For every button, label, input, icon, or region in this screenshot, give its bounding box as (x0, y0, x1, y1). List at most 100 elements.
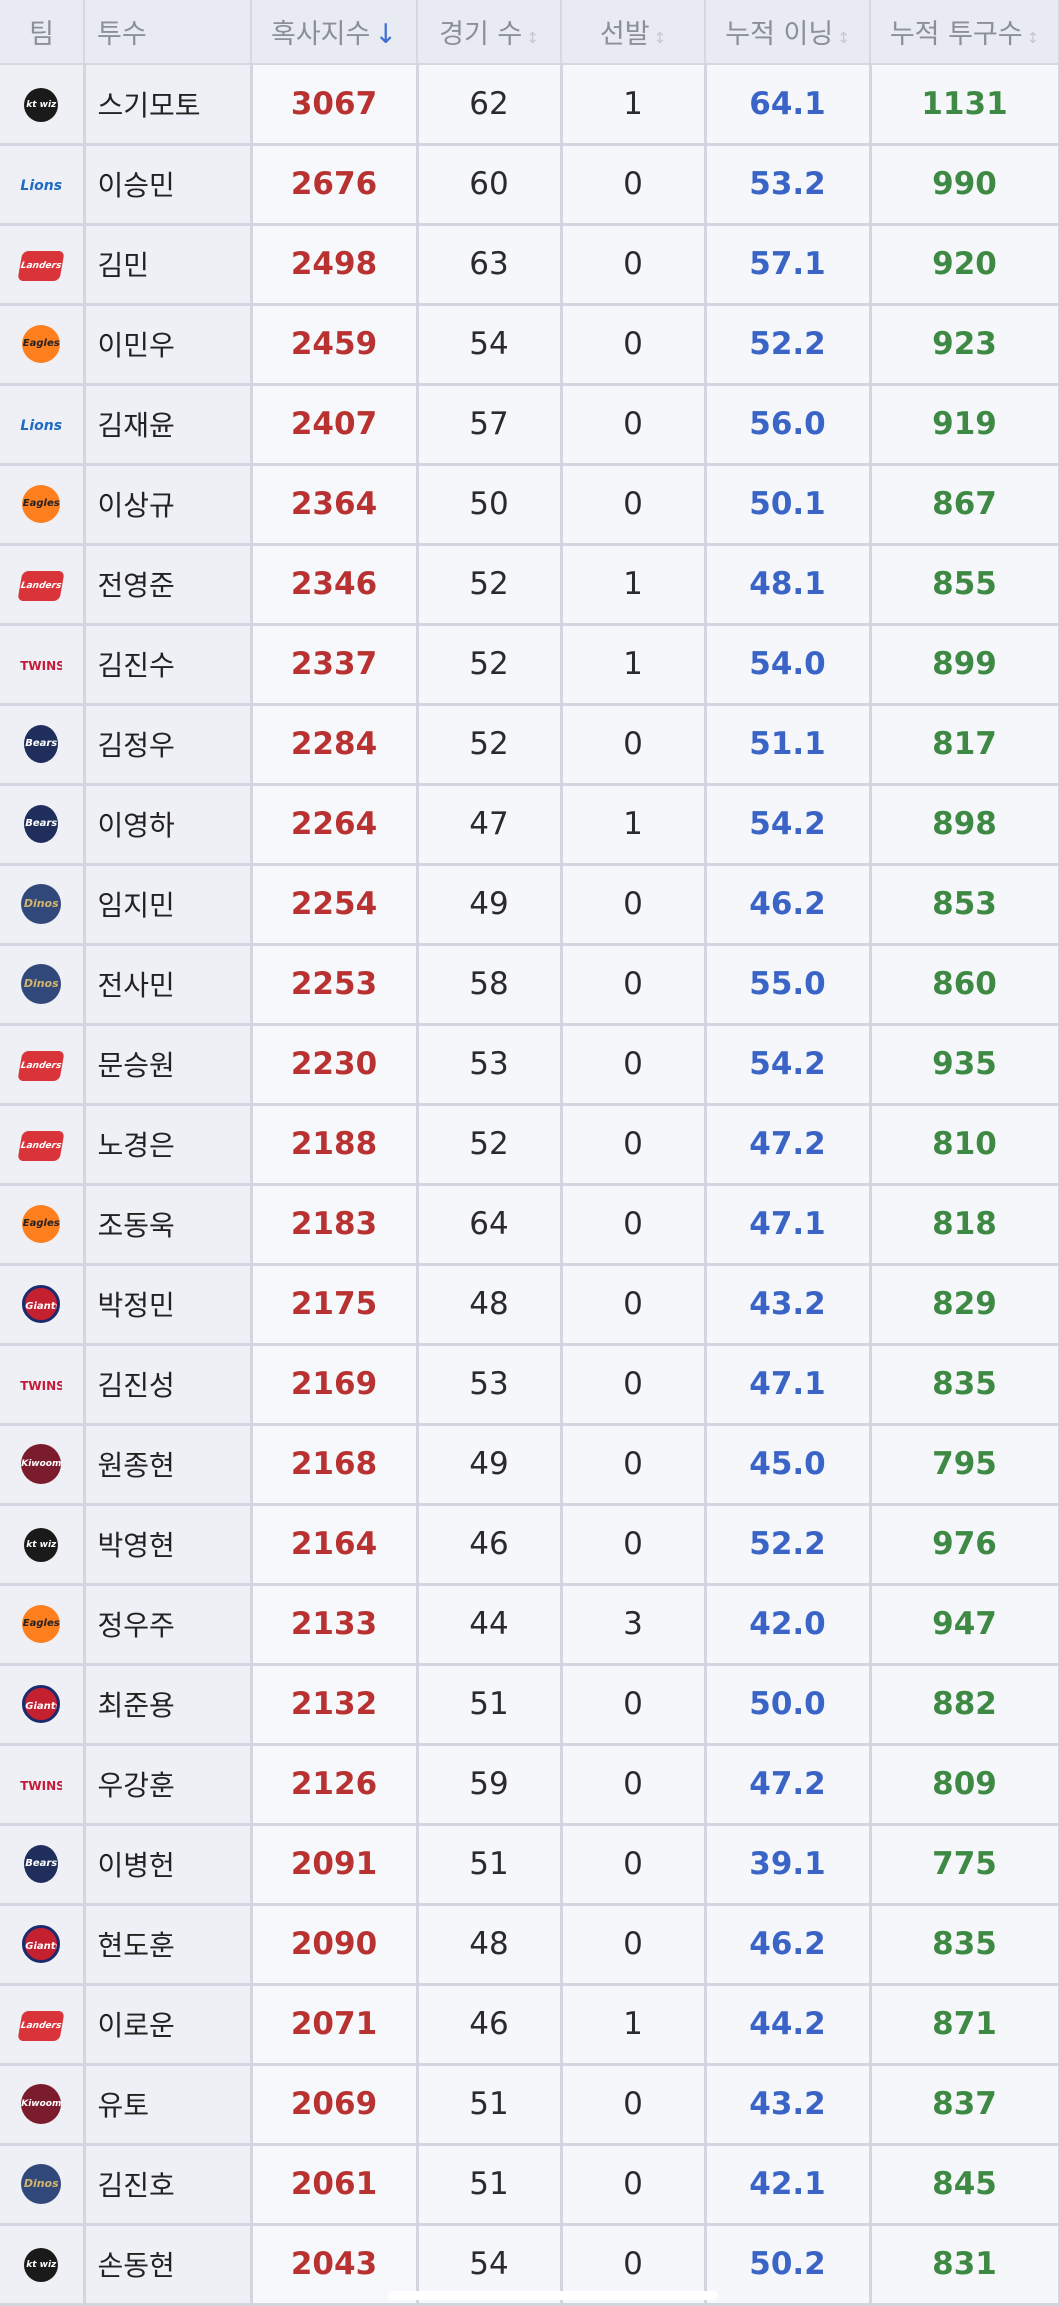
pitcher-name: 임지민 (84, 864, 253, 946)
overuse-score: 2253 (251, 944, 419, 1026)
pitcher-name: 문승원 (84, 1024, 253, 1106)
team-cell: Landers (0, 224, 86, 306)
innings-total: 46.2 (705, 1904, 872, 1986)
pitches-total: 831 (870, 2224, 1059, 2306)
header-games[interactable]: 경기 수 ↕ (417, 0, 562, 65)
table-row[interactable]: Dinos 임지민 2254 49 0 46.2 853 (0, 864, 1059, 946)
games-count: 63 (417, 224, 563, 306)
innings-total: 47.1 (705, 1184, 872, 1266)
pitcher-name: 유토 (84, 2064, 253, 2146)
pitches-total: 923 (870, 304, 1059, 386)
team-logo-icon: Dinos (21, 2164, 62, 2204)
table-row[interactable]: kt wiz 스기모토 3067 62 1 64.1 1131 (0, 64, 1059, 146)
team-cell: Dinos (0, 864, 86, 946)
team-logo-icon: Lions (20, 417, 63, 434)
innings-total: 45.0 (705, 1424, 872, 1506)
overuse-score: 2498 (251, 224, 419, 306)
overuse-score: 2091 (251, 1824, 419, 1906)
innings-total: 64.1 (705, 64, 872, 146)
table-row[interactable]: Bears 김정우 2284 52 0 51.1 817 (0, 704, 1059, 786)
starts-count: 0 (561, 1824, 707, 1906)
team-cell: Kiwoom (0, 1424, 86, 1506)
team-cell: Lions (0, 384, 86, 466)
overuse-score: 2061 (251, 2144, 419, 2226)
table-row[interactable]: Dinos 전사민 2253 58 0 55.0 860 (0, 944, 1059, 1026)
innings-total: 54.2 (705, 784, 872, 866)
table-row[interactable]: Giants 최준용 2132 51 0 50.0 882 (0, 1664, 1059, 1746)
table-row[interactable]: Eagles 정우주 2133 44 3 42.0 947 (0, 1584, 1059, 1666)
pitches-total: 860 (870, 944, 1059, 1026)
team-cell: kt wiz (0, 1504, 86, 1586)
overuse-score: 2459 (251, 304, 419, 386)
table-row[interactable]: Landers 문승원 2230 53 0 54.2 935 (0, 1024, 1059, 1106)
pitcher-name: 조동욱 (84, 1184, 253, 1266)
sort-icon[interactable]: ↕ (653, 29, 667, 47)
team-cell: Dinos (0, 2144, 86, 2226)
starts-count: 0 (561, 1424, 707, 1506)
team-logo-icon: Lions (20, 177, 63, 194)
innings-total: 47.1 (705, 1344, 872, 1426)
pitches-total: 837 (870, 2064, 1059, 2146)
team-cell: kt wiz (0, 64, 86, 146)
table-row[interactable]: Bears 이영하 2264 47 1 54.2 898 (0, 784, 1059, 866)
table-row[interactable]: Eagles 이상규 2364 50 0 50.1 867 (0, 464, 1059, 546)
overuse-score: 2168 (251, 1424, 419, 1506)
table-row[interactable]: TWINS 김진성 2169 53 0 47.1 835 (0, 1344, 1059, 1426)
table-row[interactable]: Giants 현도훈 2090 48 0 46.2 835 (0, 1904, 1059, 1986)
pitches-total: 810 (870, 1104, 1059, 1186)
pitcher-name: 전사민 (84, 944, 253, 1026)
starts-count: 0 (561, 144, 707, 226)
pitcher-name: 우강훈 (84, 1744, 253, 1826)
team-logo-icon: kt wiz (24, 88, 59, 122)
team-cell: TWINS (0, 1744, 86, 1826)
team-logo-icon: Eagles (22, 325, 61, 364)
team-logo-icon: Giants (22, 1685, 61, 1724)
header-innings[interactable]: 누적 이닝 ↕ (705, 0, 871, 65)
table-row[interactable]: TWINS 우강훈 2126 59 0 47.2 809 (0, 1744, 1059, 1826)
overuse-score: 2133 (251, 1584, 419, 1666)
header-score[interactable]: 혹사지수 ↓ (251, 0, 418, 65)
header-starts[interactable]: 선발 ↕ (561, 0, 706, 65)
table-row[interactable]: Lions 이승민 2676 60 0 53.2 990 (0, 144, 1059, 226)
starts-count: 0 (561, 304, 707, 386)
starts-count: 0 (561, 224, 707, 306)
header-pitches[interactable]: 누적 투구수 ↕ (870, 0, 1059, 65)
table-row[interactable]: Dinos 김진호 2061 51 0 42.1 845 (0, 2144, 1059, 2226)
innings-total: 57.1 (705, 224, 872, 306)
table-row[interactable]: Giants 박정민 2175 48 0 43.2 829 (0, 1264, 1059, 1346)
team-cell: Giants (0, 1264, 86, 1346)
table-row[interactable]: Eagles 이민우 2459 54 0 52.2 923 (0, 304, 1059, 386)
games-count: 48 (417, 1904, 563, 1986)
games-count: 64 (417, 1184, 563, 1266)
table-row[interactable]: Landers 전영준 2346 52 1 48.1 855 (0, 544, 1059, 626)
table-row[interactable]: kt wiz 손동현 2043 54 0 50.2 831 (0, 2224, 1059, 2306)
starts-count: 1 (561, 1984, 707, 2066)
overuse-score: 2069 (251, 2064, 419, 2146)
table-row[interactable]: Kiwoom 유토 2069 51 0 43.2 837 (0, 2064, 1059, 2146)
overuse-score: 2183 (251, 1184, 419, 1266)
sort-icon[interactable]: ↕ (526, 29, 539, 47)
pitches-total: 829 (870, 1264, 1059, 1346)
pitches-total: 835 (870, 1344, 1059, 1426)
table-row[interactable]: Bears 이병헌 2091 51 0 39.1 775 (0, 1824, 1059, 1906)
table-row[interactable]: Eagles 조동욱 2183 64 0 47.1 818 (0, 1184, 1059, 1266)
starts-count: 0 (561, 704, 707, 786)
sort-icon[interactable]: ↕ (1026, 29, 1040, 47)
pitches-total: 1131 (870, 64, 1059, 146)
sort-icon[interactable]: ↕ (837, 29, 850, 47)
table-row[interactable]: Kiwoom 원종현 2168 49 0 45.0 795 (0, 1424, 1059, 1506)
table-row[interactable]: kt wiz 박영현 2164 46 0 52.2 976 (0, 1504, 1059, 1586)
pitches-total: 920 (870, 224, 1059, 306)
innings-total: 54.2 (705, 1024, 872, 1106)
pitches-total: 898 (870, 784, 1059, 866)
starts-count: 0 (561, 1664, 707, 1746)
team-cell: Bears (0, 1824, 86, 1906)
table-row[interactable]: Landers 이로운 2071 46 1 44.2 871 (0, 1984, 1059, 2066)
table-row[interactable]: Landers 김민 2498 63 0 57.1 920 (0, 224, 1059, 306)
games-count: 57 (417, 384, 563, 466)
table-row[interactable]: Landers 노경은 2188 52 0 47.2 810 (0, 1104, 1059, 1186)
sort-desc-icon[interactable]: ↓ (374, 19, 397, 50)
table-row[interactable]: Lions 김재윤 2407 57 0 56.0 919 (0, 384, 1059, 466)
innings-total: 52.2 (705, 304, 872, 386)
table-row[interactable]: TWINS 김진수 2337 52 1 54.0 899 (0, 624, 1059, 706)
